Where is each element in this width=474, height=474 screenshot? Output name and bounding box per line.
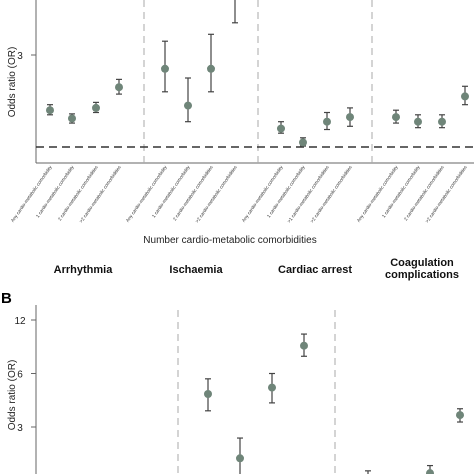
panel-a-category-label: >2 cardio-metabolic comorbidities [194, 164, 238, 224]
panel-a-category-label: 2 cardio-metabolic comorbidities [57, 164, 99, 221]
panel-a-point [232, 0, 238, 24]
panel-a-point [184, 77, 192, 123]
panel-a-point [46, 104, 54, 116]
data-point [323, 117, 331, 126]
data-point [161, 64, 169, 73]
panel-a-point [277, 121, 285, 134]
panel-b-point [456, 408, 464, 423]
data-point [268, 383, 276, 392]
panel-b-point [300, 333, 308, 357]
panel-a-category-label: 2 cardio-metabolic comorbidities [403, 164, 445, 221]
data-point [68, 114, 76, 123]
data-point [414, 117, 422, 126]
panel-a-group-label: complications [385, 269, 459, 281]
panel-a-y-tick-label: 3 [17, 51, 23, 62]
data-point [184, 101, 192, 110]
panel-a-category-label: >1 cardio-metabolic comorbidities [286, 164, 330, 224]
panel-a-group-label: Coagulation [390, 257, 454, 269]
panel-a-category-label: >2 cardio-metabolic comorbidities [309, 164, 353, 224]
panel-a-group-label: Cardiac arrest [278, 264, 352, 276]
panel-b-point [426, 464, 434, 474]
data-point [456, 411, 464, 420]
panel-b-y-axis-label: Odds ratio (OR) [7, 360, 18, 431]
data-point [299, 138, 307, 147]
panel-b-y-tick-label: 12 [14, 316, 26, 327]
panel-a-category-label: 1 cardio-metabolic comorbidity [381, 164, 421, 218]
panel-a-point [438, 114, 446, 129]
panel-a-category-label: 1 cardio-metabolic comorbidity [266, 164, 306, 218]
panel-a-point [346, 107, 354, 127]
panel-a-x-axis-label: Number cardio-metabolic comorbidities [143, 235, 316, 246]
panel-a-point [92, 101, 100, 114]
panel-a-point [161, 40, 169, 93]
panel-b-point [236, 437, 244, 474]
panel-a-category-label: 1 cardio-metabolic comorbidity [151, 164, 191, 218]
panel-a-group-label: Arrhythmia [54, 264, 114, 276]
panel-a-category-label: Any cardio-metabolic comorbidity [125, 164, 168, 223]
data-point [207, 64, 215, 73]
panel-a-group-label: Ischaemia [169, 264, 223, 276]
panel-b-letter: B [1, 290, 12, 307]
panel-a-category-label: Any cardio-metabolic comorbidity [241, 164, 284, 223]
data-point [300, 341, 308, 350]
panel-a-category-label: 1 cardio-metabolic comorbidity [35, 164, 75, 218]
panel-a-point [68, 113, 76, 124]
data-point [346, 113, 354, 122]
data-point [46, 106, 54, 115]
panel-a-point [207, 33, 215, 93]
panel-a-category-label: Any cardio-metabolic comorbidity [356, 164, 399, 223]
panel-a-point [414, 114, 422, 129]
panel-b-point [204, 378, 212, 412]
panel-b: B 3 6 12 Odds ratio (OR) [1, 290, 464, 474]
panel-b-y-tick-label: 3 [17, 423, 23, 434]
panel-a-category-label: 2 cardio-metabolic comorbidities [172, 164, 214, 221]
panel-a-point [323, 111, 331, 131]
data-point [438, 117, 446, 126]
panel-a-point [299, 137, 307, 147]
panel-a-category-label: Any cardio-metabolic comorbidity [10, 164, 53, 223]
data-point [204, 390, 212, 399]
data-point [426, 469, 434, 474]
panel-a-point [461, 85, 469, 106]
panel-a-category-label: >2 cardio-metabolic comorbidities [78, 164, 122, 224]
data-point [392, 113, 400, 122]
data-point [461, 92, 469, 101]
data-point [115, 83, 123, 92]
panel-b-point [268, 372, 276, 404]
panel-a-point [392, 109, 400, 124]
panel-a-y-axis-label: Odds ratio (OR) [7, 47, 18, 118]
data-point [277, 124, 285, 133]
data-point [236, 454, 244, 463]
panel-a-point [115, 78, 123, 95]
panel-b-y-tick-label: 6 [17, 370, 23, 381]
panel-a-category-label: >2 cardio-metabolic comorbidities [424, 164, 468, 224]
data-point [92, 103, 100, 112]
